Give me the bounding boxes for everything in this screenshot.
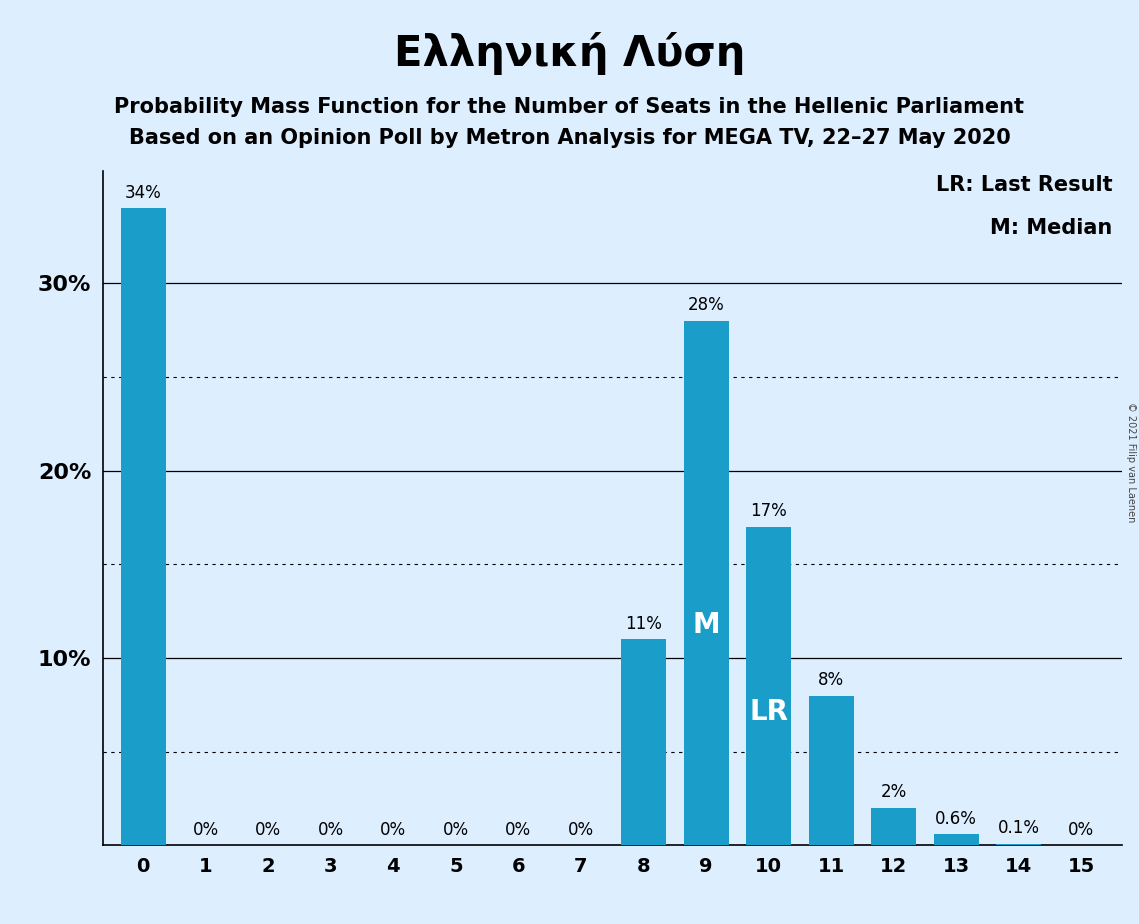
Bar [871, 808, 916, 845]
Text: 0%: 0% [318, 821, 344, 839]
Text: 11%: 11% [625, 614, 662, 633]
Bar [746, 527, 792, 845]
Bar [121, 209, 165, 845]
Bar [683, 321, 729, 845]
Text: M: M [693, 611, 720, 639]
Text: LR: Last Result: LR: Last Result [936, 175, 1113, 195]
Text: 0.6%: 0.6% [935, 809, 977, 828]
Bar [809, 696, 853, 845]
Text: Ελληνική Λύση: Ελληνική Λύση [394, 32, 745, 76]
Bar [997, 844, 1041, 845]
Text: Based on an Opinion Poll by Metron Analysis for MEGA TV, 22–27 May 2020: Based on an Opinion Poll by Metron Analy… [129, 128, 1010, 148]
Text: 28%: 28% [688, 297, 724, 314]
Text: 2%: 2% [880, 784, 907, 801]
Text: 0%: 0% [568, 821, 595, 839]
Text: 0%: 0% [1068, 821, 1095, 839]
Bar [621, 639, 666, 845]
Text: 0.1%: 0.1% [998, 819, 1040, 837]
Text: © 2021 Filip van Laenen: © 2021 Filip van Laenen [1126, 402, 1136, 522]
Text: LR: LR [749, 698, 788, 725]
Text: 0%: 0% [380, 821, 407, 839]
Text: M: Median: M: Median [990, 218, 1113, 237]
Text: 0%: 0% [255, 821, 281, 839]
Text: 0%: 0% [506, 821, 532, 839]
Text: 34%: 34% [125, 184, 162, 201]
Bar [934, 834, 978, 845]
Text: Probability Mass Function for the Number of Seats in the Hellenic Parliament: Probability Mass Function for the Number… [115, 97, 1024, 117]
Text: 0%: 0% [192, 821, 219, 839]
Text: 17%: 17% [751, 503, 787, 520]
Text: 0%: 0% [443, 821, 469, 839]
Text: 8%: 8% [818, 671, 844, 689]
